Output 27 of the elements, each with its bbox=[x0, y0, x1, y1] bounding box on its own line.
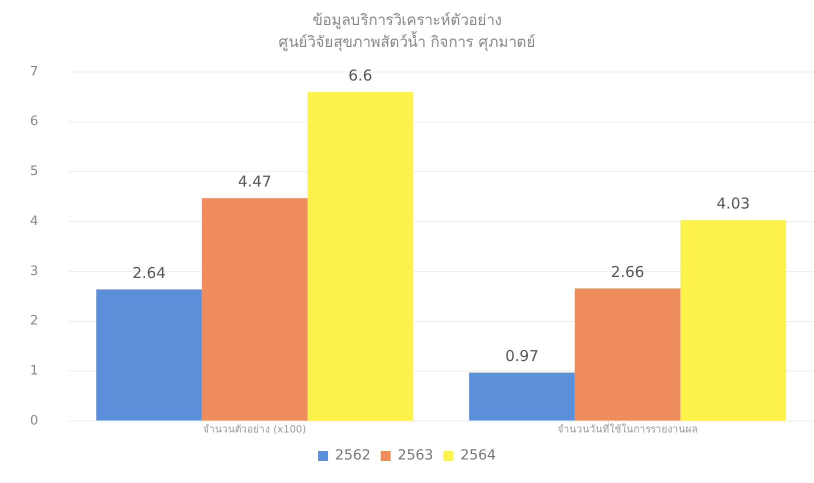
data-label: 2.64 bbox=[132, 264, 166, 282]
bar bbox=[96, 289, 202, 420]
y-tick-label: 6 bbox=[30, 114, 38, 130]
data-label: 4.47 bbox=[238, 172, 272, 191]
bar bbox=[680, 220, 786, 420]
bar bbox=[308, 92, 414, 420]
bar bbox=[574, 288, 680, 420]
data-label: 0.97 bbox=[505, 347, 539, 366]
chart-title: ข้อมูลบริการวิเคราะห์ตัวอย่าง bbox=[312, 10, 502, 29]
y-tick-label: 3 bbox=[30, 264, 38, 279]
legend-label: 2562 bbox=[335, 448, 371, 464]
y-tick-label: 5 bbox=[30, 164, 38, 180]
data-label: 2.66 bbox=[610, 262, 644, 281]
x-tick-label: จำนวนวันที่ใช้ในการรายงานผล bbox=[558, 422, 698, 436]
y-tick-label: 0 bbox=[30, 413, 38, 428]
bar bbox=[469, 372, 575, 420]
data-label: 4.03 bbox=[716, 194, 750, 212]
y-tick-label: 7 bbox=[30, 64, 38, 80]
legend-label: 2563 bbox=[398, 448, 434, 464]
chart-subtitle: ศูนย์วิจัยสุขภาพสัตว์น้ำ กิจการ ศุภมาตย์ bbox=[278, 30, 536, 52]
bar bbox=[202, 198, 308, 420]
x-tick-label: จำนวนตัวอย่าง (x100) bbox=[203, 424, 306, 436]
data-label: 6.6 bbox=[348, 66, 372, 84]
y-tick-label: 4 bbox=[30, 214, 38, 229]
y-tick-label: 2 bbox=[30, 314, 38, 329]
legend-label: 2564 bbox=[460, 448, 496, 464]
y-tick-label: 1 bbox=[30, 364, 38, 379]
